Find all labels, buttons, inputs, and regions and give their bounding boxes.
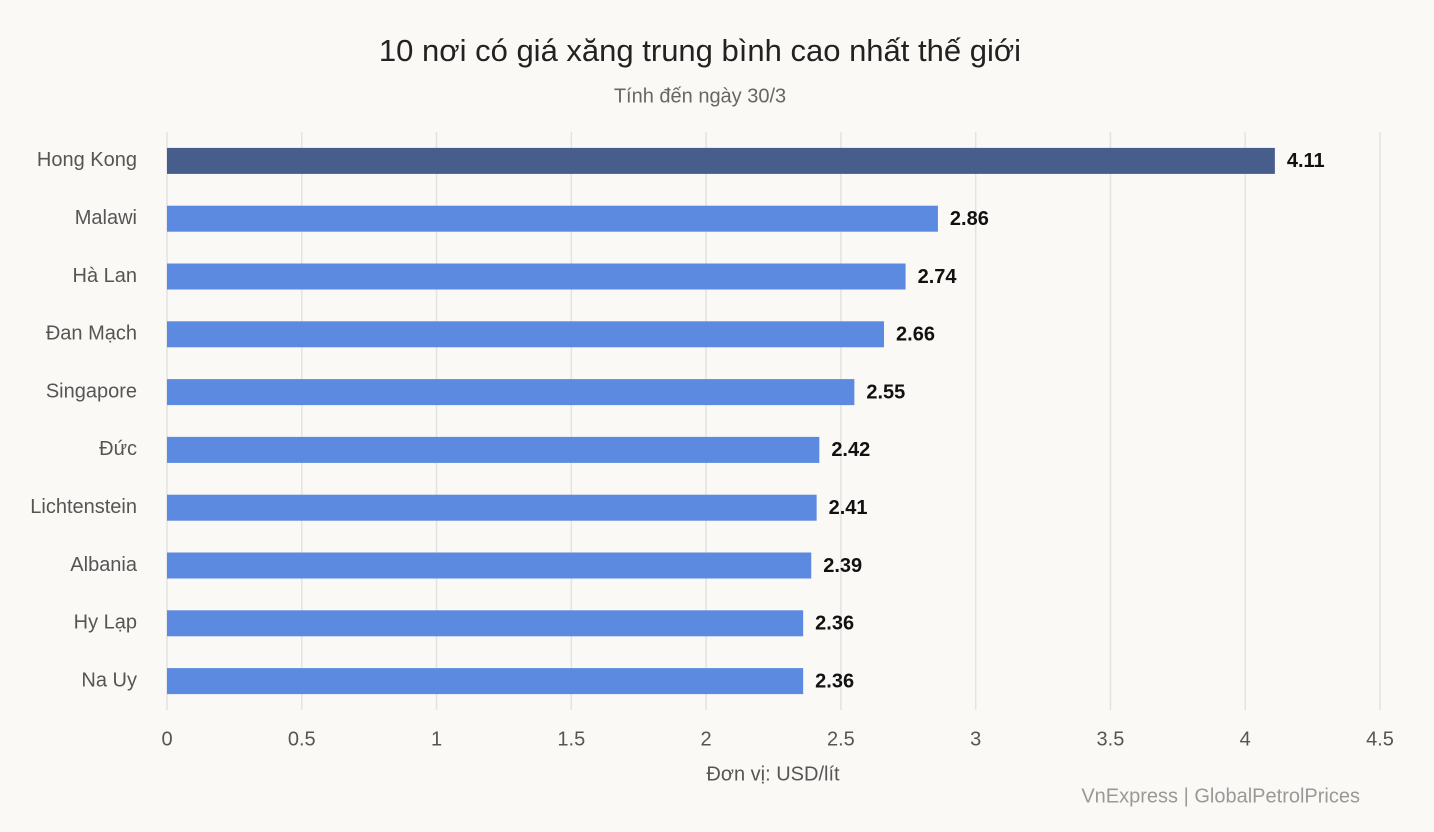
x-tick-label: 4.5 bbox=[1366, 728, 1394, 750]
bar bbox=[167, 321, 885, 348]
data-label: 2.36 bbox=[815, 613, 854, 635]
x-tick-label: 3 bbox=[970, 728, 981, 750]
x-tick-label: 1.5 bbox=[557, 728, 585, 750]
x-tick-label: 3.5 bbox=[1097, 728, 1125, 750]
x-axis-label: Đơn vị: USD/lít bbox=[706, 763, 840, 785]
x-tick-label: 2.5 bbox=[827, 728, 855, 750]
y-tick-label: Malawi bbox=[75, 207, 137, 229]
bar bbox=[167, 668, 804, 695]
bar bbox=[167, 263, 906, 290]
x-tick-label: 2 bbox=[701, 728, 712, 750]
bar bbox=[167, 147, 1275, 174]
bar bbox=[167, 610, 804, 637]
data-label: 2.74 bbox=[918, 266, 958, 288]
y-tick-label: Đức bbox=[99, 438, 137, 460]
data-label: 2.42 bbox=[831, 439, 870, 461]
y-tick-label: Albania bbox=[70, 554, 138, 576]
y-tick-label: Hà Lan bbox=[73, 265, 138, 287]
data-label: 2.55 bbox=[866, 381, 905, 403]
bar bbox=[167, 494, 817, 521]
x-tick-label: 0.5 bbox=[288, 728, 316, 750]
y-tick-label: Hong Kong bbox=[37, 149, 137, 171]
data-label: 2.41 bbox=[829, 497, 868, 519]
x-tick-label: 4 bbox=[1240, 728, 1251, 750]
y-tick-label: Đan Mạch bbox=[46, 323, 137, 345]
chart-subtitle: Tính đến ngày 30/3 bbox=[614, 85, 786, 107]
y-tick-label: Na Uy bbox=[81, 669, 137, 691]
bar bbox=[167, 436, 820, 463]
y-tick-label: Hy Lạp bbox=[74, 612, 137, 634]
x-tick-label: 1 bbox=[431, 728, 442, 750]
data-label: 2.66 bbox=[896, 324, 935, 346]
chart-title: 10 nơi có giá xăng trung bình cao nhất t… bbox=[379, 33, 1021, 68]
data-label: 2.86 bbox=[950, 208, 989, 230]
bar bbox=[167, 379, 855, 406]
data-label: 2.36 bbox=[815, 670, 854, 692]
data-label: 2.39 bbox=[823, 555, 862, 577]
data-label: 4.11 bbox=[1287, 150, 1325, 172]
bar bbox=[167, 552, 812, 579]
bar bbox=[167, 205, 938, 232]
y-tick-label: Lichtenstein bbox=[30, 496, 137, 518]
x-tick-label: 0 bbox=[161, 728, 172, 750]
y-tick-label: Singapore bbox=[46, 380, 137, 402]
source: VnExpress | GlobalPetrolPrices bbox=[1081, 785, 1360, 807]
